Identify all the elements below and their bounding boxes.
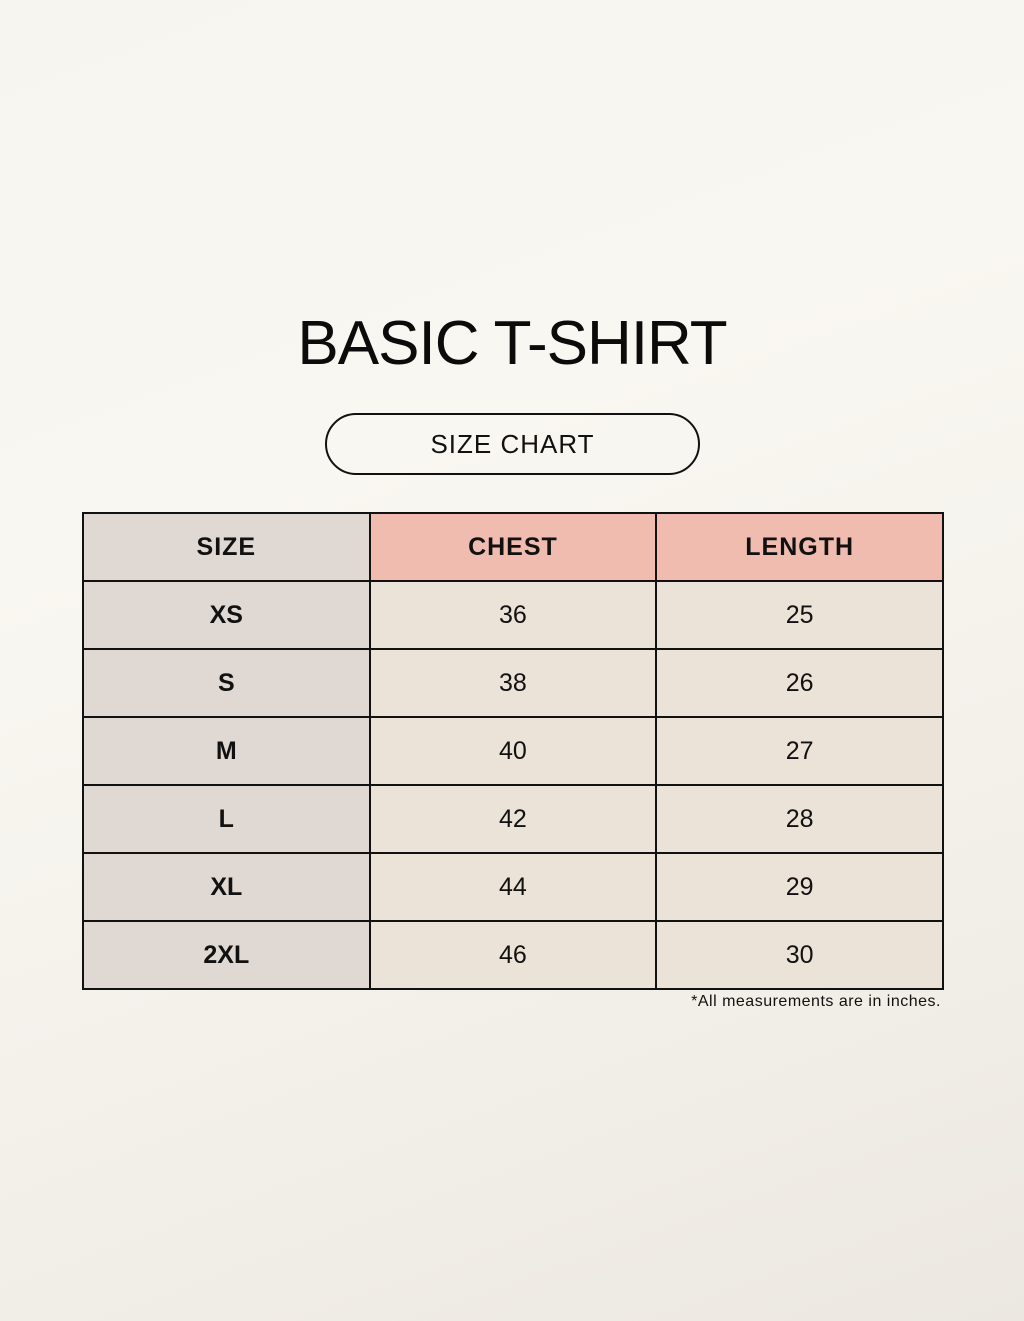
length-cell: 25	[655, 580, 944, 650]
length-cell: 30	[655, 920, 944, 990]
table-row: XS 36 25	[82, 580, 944, 650]
size-table: SIZE CHEST LENGTH XS 36 25 S 38 26 M 40 27 L 42 28 X…	[82, 512, 944, 990]
table-row: S 38 26	[82, 648, 944, 718]
chest-cell: 38	[368, 648, 658, 718]
table-row: M 40 27	[82, 716, 944, 786]
chest-cell: 42	[368, 784, 658, 854]
table-row: 2XL 46 30	[82, 920, 944, 990]
length-cell: 28	[655, 784, 944, 854]
table-header-row: SIZE CHEST LENGTH	[82, 512, 944, 582]
size-cell: XL	[82, 852, 371, 922]
size-cell: L	[82, 784, 371, 854]
header-length: LENGTH	[655, 512, 944, 582]
length-cell: 29	[655, 852, 944, 922]
page-title: BASIC T-SHIRT	[297, 309, 727, 378]
table-row: L 42 28	[82, 784, 944, 854]
table-row: XL 44 29	[82, 852, 944, 922]
size-cell: 2XL	[82, 920, 371, 990]
chest-cell: 36	[368, 580, 658, 650]
length-cell: 26	[655, 648, 944, 718]
size-cell: XS	[82, 580, 371, 650]
chest-cell: 40	[368, 716, 658, 786]
chest-cell: 46	[368, 920, 658, 990]
measurement-note: *All measurements are in inches.	[691, 993, 941, 1010]
size-chart-label: SIZE CHART	[325, 413, 700, 475]
size-cell: S	[82, 648, 371, 718]
size-cell: M	[82, 716, 371, 786]
header-size: SIZE	[82, 512, 371, 582]
chest-cell: 44	[368, 852, 658, 922]
header-chest: CHEST	[368, 512, 658, 582]
length-cell: 27	[655, 716, 944, 786]
